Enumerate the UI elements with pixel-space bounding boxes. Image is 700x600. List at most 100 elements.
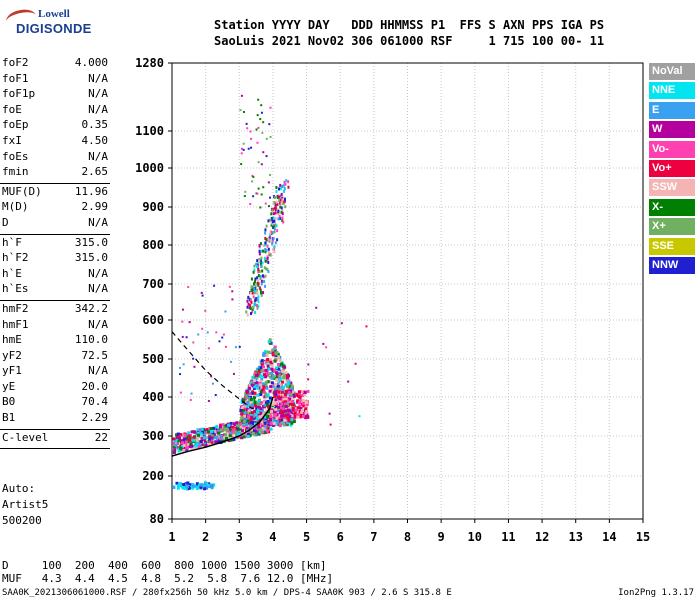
echo-point	[260, 163, 263, 166]
echo-point	[272, 247, 275, 251]
echo-point	[246, 419, 250, 423]
echo-point	[242, 142, 245, 145]
echo-point	[303, 390, 307, 394]
echo-point	[275, 378, 279, 382]
echo-point	[281, 202, 284, 206]
echo-point	[280, 409, 284, 413]
muf-row: MUF 4.3 4.4 4.5 4.8 5.2 5.8 7.6 12.0 [MH…	[2, 572, 334, 585]
echo-point	[279, 205, 282, 209]
echo-point	[267, 367, 271, 371]
param-separator	[0, 448, 110, 450]
echo-point	[243, 195, 246, 198]
auto-line-3: 500200	[2, 514, 42, 527]
echo-point	[277, 420, 281, 424]
echo-point	[195, 485, 199, 489]
echo-point	[271, 413, 275, 417]
echo-point	[210, 436, 214, 440]
param-name: hmE	[2, 333, 22, 347]
echo-point	[253, 371, 257, 375]
header-values: SaoLuis 2021 Nov02 306 061000 RSF 1 715 …	[214, 34, 605, 48]
param-row: hmF2 342.2	[0, 302, 110, 318]
echo-point	[231, 425, 235, 429]
echo-point	[237, 421, 241, 425]
echo-point	[263, 350, 267, 354]
echo-point	[172, 437, 176, 441]
echo-point	[192, 341, 195, 344]
echo-point	[279, 183, 282, 187]
echo-point	[262, 351, 266, 355]
echo-point	[280, 391, 284, 395]
echo-point	[188, 483, 192, 487]
echo-point	[281, 184, 284, 188]
echo-point	[271, 353, 275, 357]
echo-point	[257, 187, 260, 190]
echo-point	[261, 291, 264, 295]
echo-point	[243, 426, 247, 430]
echo-point	[257, 373, 261, 377]
echo-point	[278, 399, 282, 403]
station-header: Station YYYY DAY DDD HHMMSS P1 FFS S AXN…	[214, 17, 604, 49]
echo-point	[287, 380, 291, 384]
echo-point	[267, 340, 271, 344]
echo-point	[279, 198, 282, 202]
echo-point	[276, 420, 280, 424]
echo-point	[255, 417, 259, 421]
echo-point	[239, 435, 243, 439]
echo-point	[217, 431, 221, 435]
echo-point	[259, 262, 262, 266]
param-value: 70.4	[81, 395, 109, 409]
param-row: M(D) 2.99	[0, 200, 110, 216]
echo-point	[284, 205, 287, 209]
echo-point	[222, 333, 225, 336]
echo-point	[243, 411, 247, 415]
echo-point	[300, 410, 304, 414]
param-row: foE N/A	[0, 103, 110, 119]
param-name: h`Es	[2, 282, 29, 296]
echo-point	[273, 410, 277, 414]
echo-point	[300, 394, 304, 398]
echo-point	[283, 400, 287, 404]
echo-point	[261, 274, 264, 278]
echo-point	[259, 379, 263, 383]
param-name: yF2	[2, 348, 22, 362]
echo-point	[192, 436, 196, 440]
echo-point	[257, 261, 260, 265]
echo-point	[264, 248, 267, 252]
echo-point	[296, 399, 300, 403]
echo-point	[266, 244, 269, 248]
echo-point	[257, 425, 261, 429]
echo-point	[281, 196, 284, 200]
echo-point	[268, 396, 272, 400]
echo-point	[290, 421, 294, 425]
echo-point	[290, 414, 294, 418]
echo-point	[188, 321, 191, 324]
echo-point	[272, 216, 275, 220]
param-value: 72.5	[81, 348, 109, 362]
echo-point	[277, 405, 281, 409]
x-tick-label: 14	[602, 530, 616, 544]
echo-point	[202, 436, 206, 440]
param-name: h`E	[2, 266, 22, 280]
echo-point	[257, 389, 261, 393]
echo-point	[285, 385, 289, 389]
echo-point	[256, 276, 259, 280]
echo-point	[295, 393, 299, 397]
echo-point	[273, 250, 276, 254]
param-value: 110.0	[74, 333, 108, 347]
echo-point	[261, 382, 265, 386]
echo-point	[283, 197, 286, 201]
echo-point	[303, 411, 307, 415]
echo-point	[185, 437, 189, 441]
echo-point	[269, 135, 272, 138]
echo-point	[257, 283, 260, 287]
echo-point	[290, 418, 294, 422]
echo-point	[257, 418, 261, 422]
echo-point	[242, 110, 245, 113]
echo-point	[257, 422, 261, 426]
echo-point	[303, 393, 307, 397]
echo-point	[263, 280, 266, 284]
echo-point	[259, 206, 262, 209]
y-tick-label: 800	[142, 238, 164, 252]
echo-point	[248, 306, 251, 310]
echo-point	[205, 482, 209, 486]
